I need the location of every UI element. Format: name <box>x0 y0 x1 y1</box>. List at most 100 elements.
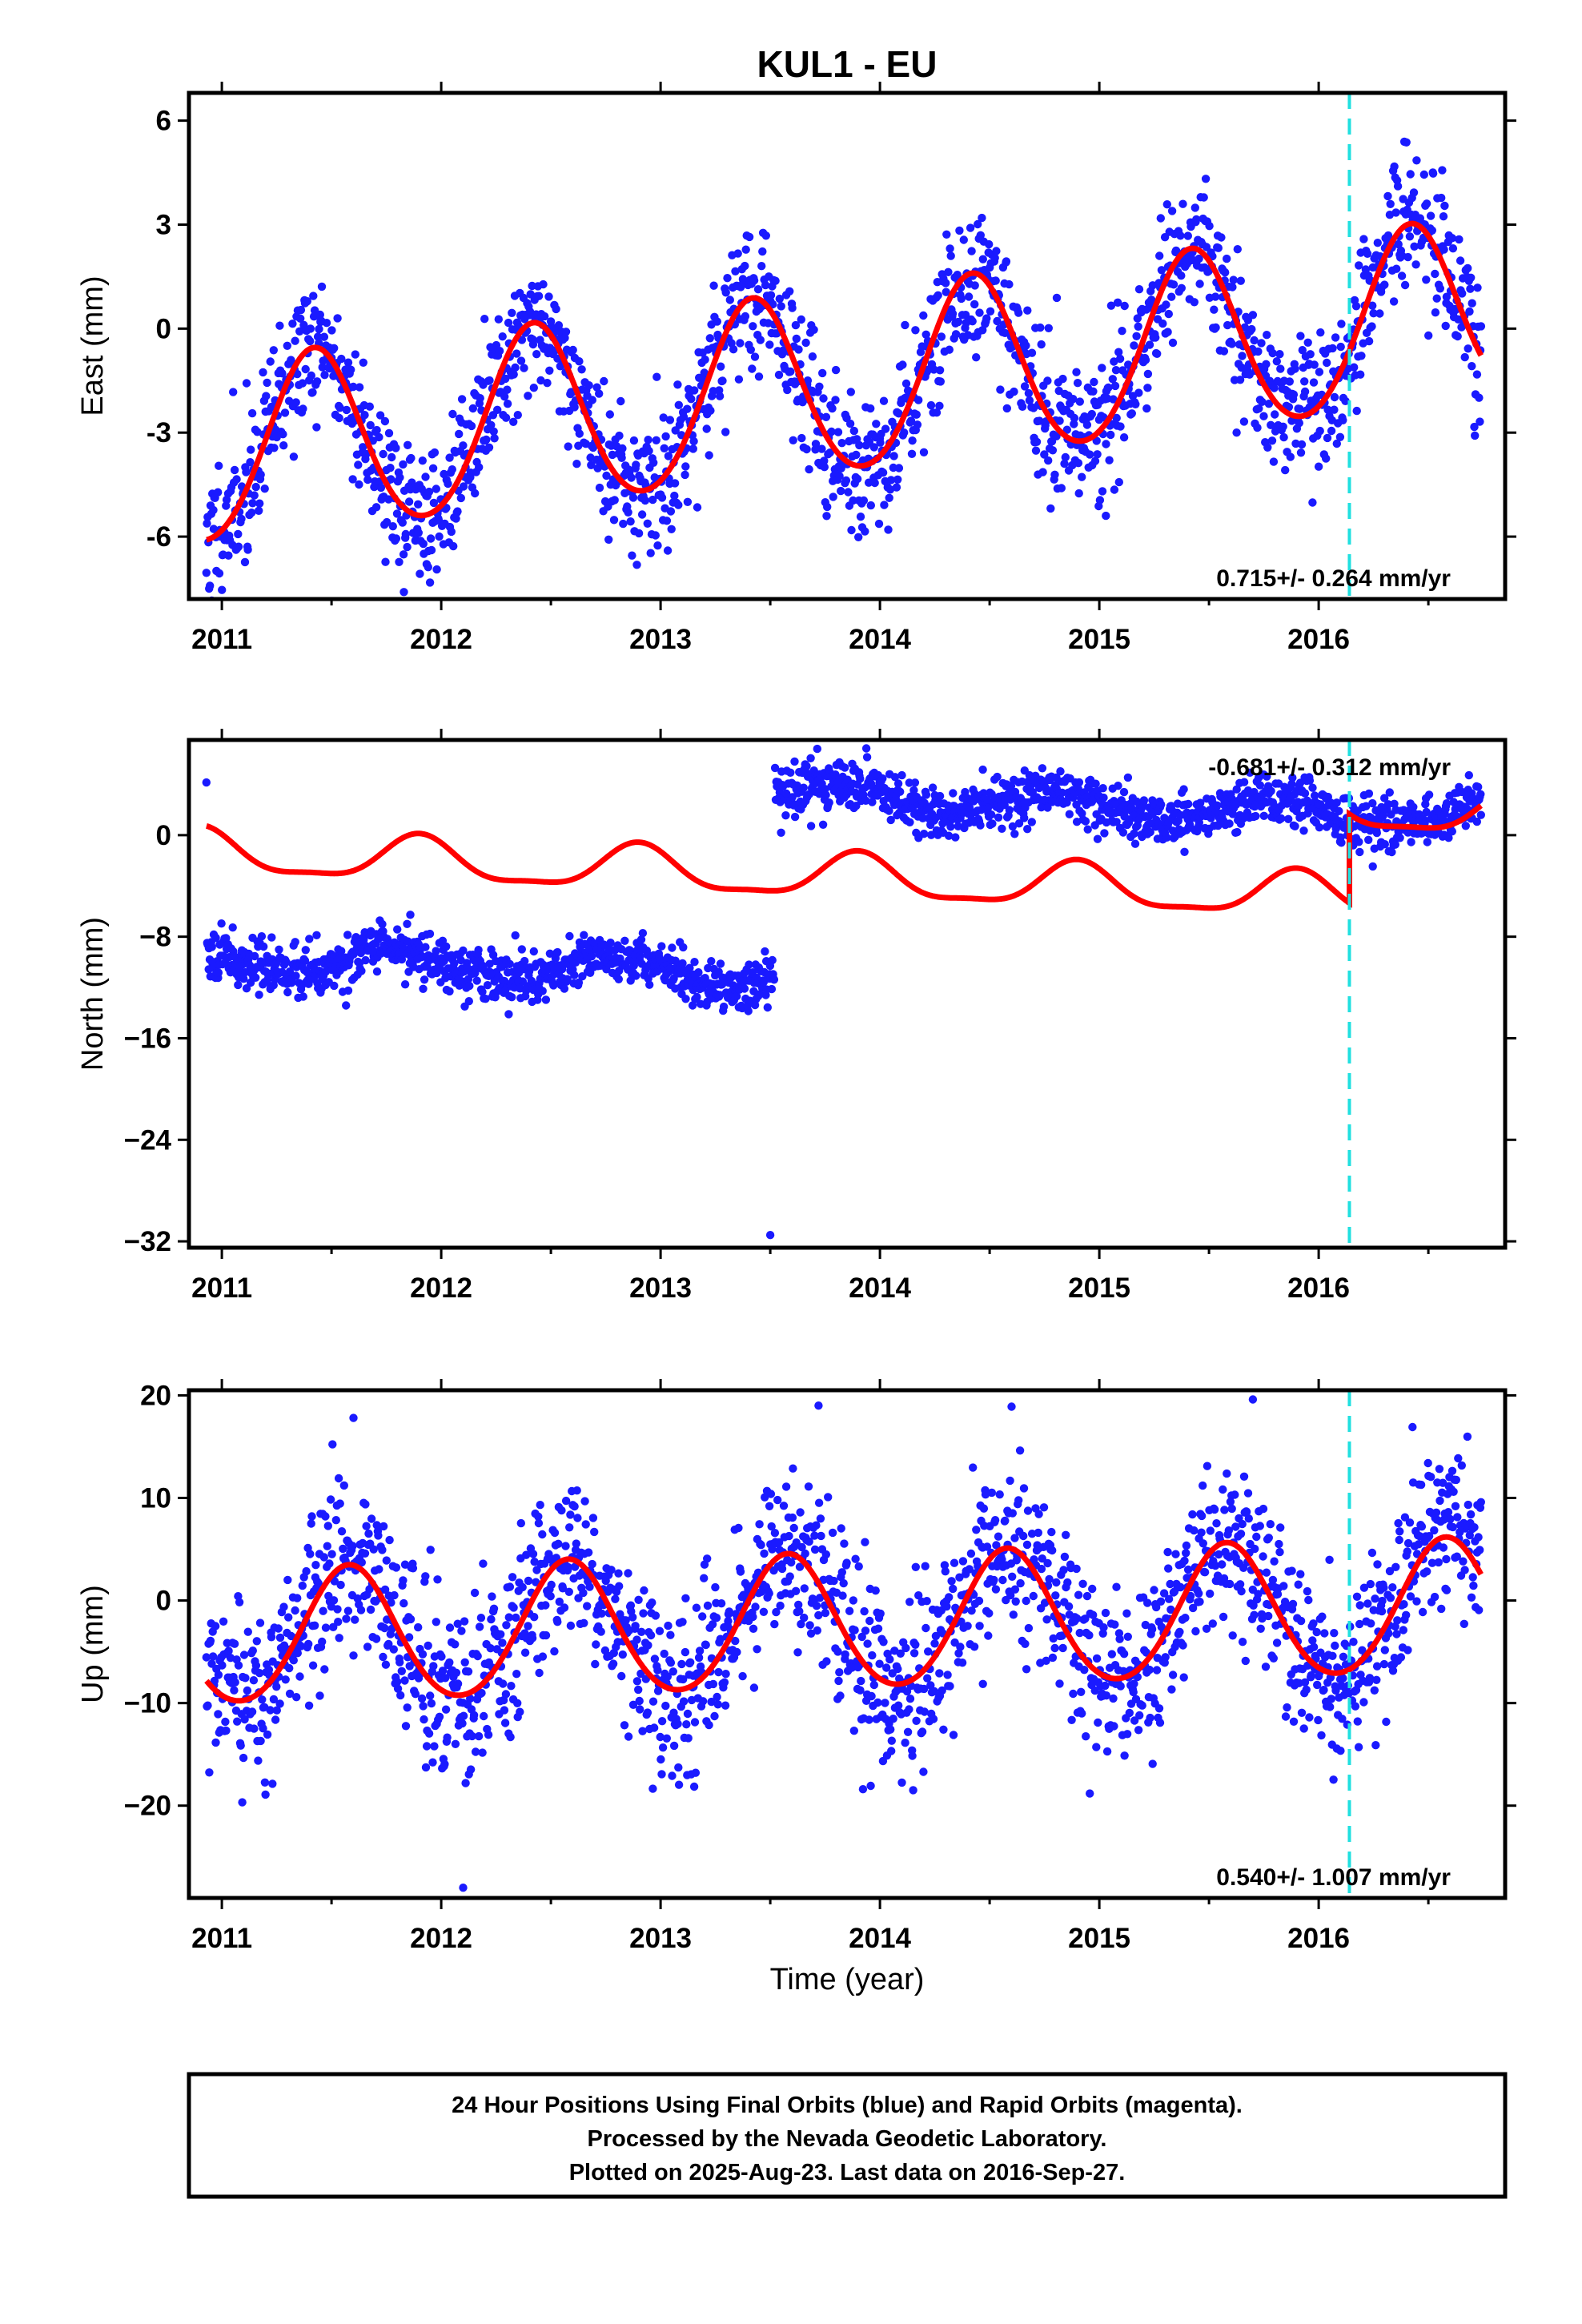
up-observation-point <box>557 1506 566 1515</box>
east-y-tick-label: -3 <box>147 417 171 448</box>
east-observation-point <box>1211 323 1220 332</box>
north-observation-point <box>357 967 366 975</box>
east-observation-point <box>1357 352 1366 360</box>
east-observation-point <box>545 366 554 375</box>
up-observation-point <box>674 1763 683 1772</box>
east-observation-point <box>872 420 881 428</box>
up-observation-point <box>561 1542 570 1550</box>
north-observation-point <box>909 786 918 794</box>
up-observation-point <box>236 1741 245 1750</box>
up-observation-point <box>879 1638 888 1647</box>
east-observation-point <box>308 388 317 397</box>
east-observation-point <box>360 411 369 420</box>
east-observation-point <box>295 327 304 336</box>
north-observation-point <box>1179 785 1188 794</box>
east-observation-point <box>430 448 440 457</box>
up-observation-point <box>566 1621 576 1630</box>
up-observation-point <box>233 1717 242 1726</box>
north-rate-label: -0.681+/- 0.312 mm/yr <box>1208 754 1451 781</box>
east-observation-point <box>725 296 734 304</box>
north-observation-point <box>393 925 402 934</box>
east-observation-point <box>648 495 657 505</box>
north-observation-point <box>1474 782 1483 791</box>
up-observation-point <box>335 1634 343 1642</box>
east-observation-point <box>256 470 265 479</box>
north-observation-point <box>508 993 516 1002</box>
east-observation-point <box>1052 432 1061 440</box>
up-observation-point <box>815 1594 825 1602</box>
east-observation-point <box>1195 254 1203 263</box>
east-observation-point <box>1296 448 1306 457</box>
east-observation-point <box>489 427 498 436</box>
north-observation-point <box>740 984 749 993</box>
east-observation-point <box>1267 436 1277 445</box>
up-observation-point <box>797 1619 805 1629</box>
up-observation-point <box>389 1645 398 1654</box>
up-observation-point <box>342 1614 351 1623</box>
up-observation-point <box>524 1622 532 1630</box>
up-observation-point <box>738 1671 747 1681</box>
east-observation-point <box>1323 405 1332 414</box>
up-observation-point <box>661 1701 670 1711</box>
east-observation-point <box>753 285 763 294</box>
up-observation-point <box>628 1700 638 1709</box>
east-observation-point <box>878 468 888 477</box>
north-observation-point <box>517 945 526 954</box>
east-observation-point <box>1350 363 1359 372</box>
east-observation-point <box>679 412 689 421</box>
up-observation-point <box>275 1633 285 1642</box>
east-observation-point <box>1296 332 1305 340</box>
up-observation-point <box>295 1672 304 1681</box>
east-observation-point <box>855 440 864 450</box>
east-observation-point <box>1300 387 1310 396</box>
east-observation-point <box>1132 332 1141 340</box>
up-observation-point <box>636 1669 645 1679</box>
up-observation-point <box>243 1686 252 1695</box>
east-observation-point <box>1114 477 1124 487</box>
up-observation-point <box>427 1699 436 1708</box>
north-observation-point <box>1091 779 1100 788</box>
north-observation-point <box>1184 799 1193 809</box>
east-observation-point <box>1331 333 1340 342</box>
east-observation-point <box>644 436 652 444</box>
east-observation-point <box>322 319 331 328</box>
east-observation-point <box>681 462 690 471</box>
north-outlier-point <box>765 1231 775 1240</box>
up-observation-point <box>651 1611 661 1620</box>
east-observation-point <box>1060 459 1069 468</box>
up-observation-point <box>781 1482 791 1491</box>
up-observation-point <box>901 1739 909 1747</box>
up-observation-point <box>585 1582 594 1591</box>
east-observation-point <box>471 489 480 498</box>
up-observation-point <box>554 1539 563 1549</box>
up-observation-point <box>861 1538 869 1546</box>
east-observation-point <box>1380 280 1389 289</box>
east-x-tick-label: 2016 <box>1287 624 1350 655</box>
up-observation-point <box>789 1523 798 1533</box>
east-observation-point <box>511 363 520 372</box>
east-observation-point <box>1022 341 1030 350</box>
up-observation-point <box>329 1622 338 1632</box>
north-observation-point <box>1259 811 1269 820</box>
north-observation-point <box>645 980 654 989</box>
east-observation-point <box>844 488 853 497</box>
north-observation-point <box>420 975 429 984</box>
north-observation-point <box>926 830 936 839</box>
east-observation-point <box>307 371 315 380</box>
east-observation-point <box>1074 489 1083 498</box>
north-observation-point <box>337 947 346 955</box>
north-observation-point <box>614 975 623 984</box>
up-observation-point <box>903 1727 913 1736</box>
up-observation-point <box>643 1708 652 1717</box>
east-observation-point <box>1058 374 1067 384</box>
up-observation-point <box>779 1502 789 1510</box>
east-observation-point <box>900 428 909 437</box>
up-observation-point <box>787 1558 796 1567</box>
east-observation-point <box>1178 199 1187 208</box>
up-observation-point <box>250 1724 259 1733</box>
east-observation-point <box>628 493 638 502</box>
east-observation-point <box>266 357 275 366</box>
east-observation-point <box>309 292 318 300</box>
east-observation-point <box>930 365 938 374</box>
up-observation-point <box>304 1701 314 1710</box>
